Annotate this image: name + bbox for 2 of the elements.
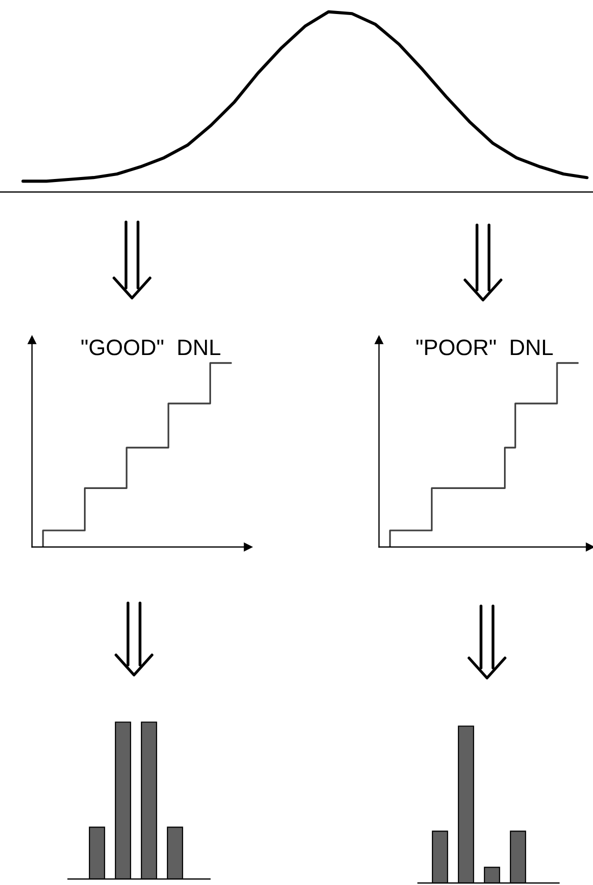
chart-title: "GOOD" DNL	[82, 340, 220, 356]
chart-title: "POOR" DNL	[416, 340, 553, 356]
